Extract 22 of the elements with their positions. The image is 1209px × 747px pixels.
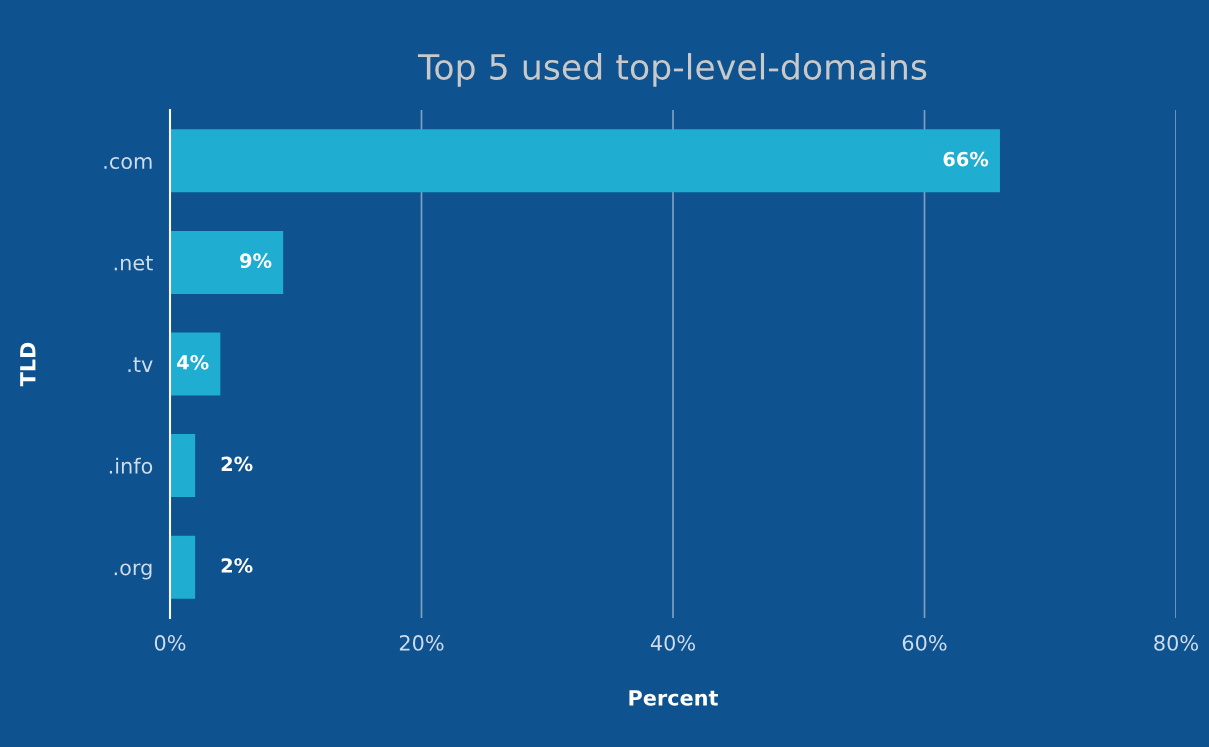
x-tick-label: 0%: [154, 635, 186, 651]
y-tick-label: .net: [114, 255, 153, 271]
data-label: 9%: [240, 253, 272, 269]
bar: [170, 434, 196, 498]
y-tick-label: .com: [104, 157, 152, 170]
y-tick-label: .info: [109, 457, 153, 474]
y-tick-label: .tv: [128, 357, 153, 372]
x-tick-label: 60%: [902, 635, 947, 651]
bar: [170, 230, 284, 294]
data-label: 4%: [177, 354, 209, 370]
x-tick-label: 20%: [399, 635, 444, 651]
y-tick-label: .org: [114, 563, 152, 580]
data-label: 2%: [221, 456, 253, 472]
x-tick-label: 40%: [650, 635, 695, 651]
data-label: 2%: [221, 558, 253, 573]
x-axis-title: Percent: [629, 690, 718, 706]
bar: [170, 535, 196, 599]
bar: [170, 129, 1000, 193]
y-axis-title: TLD: [20, 342, 36, 387]
data-label: 66%: [943, 151, 989, 167]
x-tick-label: 80%: [1154, 635, 1198, 651]
chart-title: Top 5 used top-level-domains: [417, 53, 927, 87]
